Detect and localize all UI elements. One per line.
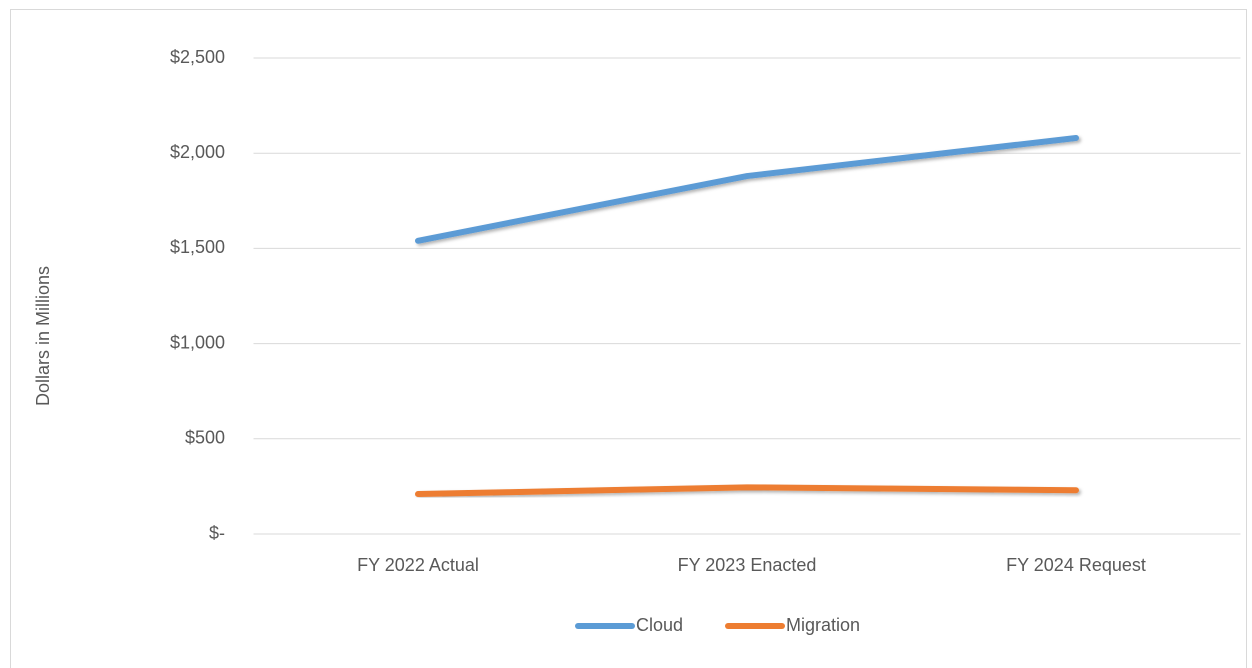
x-tick-label: FY 2023 Enacted bbox=[678, 555, 817, 575]
y-axis-label: Dollars in Millions bbox=[33, 266, 53, 406]
series-line bbox=[415, 134, 1079, 244]
legend-label: Cloud bbox=[636, 615, 683, 635]
y-tick-label: $500 bbox=[185, 428, 225, 448]
x-tick-label: FY 2022 Actual bbox=[357, 555, 479, 575]
y-tick-label: $1,500 bbox=[170, 237, 225, 257]
y-tick-label: $1,000 bbox=[170, 332, 225, 352]
series-line bbox=[415, 484, 1079, 498]
x-tick-label: FY 2024 Request bbox=[1006, 555, 1146, 575]
legend-label: Migration bbox=[786, 615, 860, 635]
chart-border bbox=[10, 9, 1247, 668]
y-tick-label: $2,500 bbox=[170, 47, 225, 67]
y-tick-label: $2,000 bbox=[170, 142, 225, 162]
y-tick-label: $- bbox=[209, 523, 225, 543]
